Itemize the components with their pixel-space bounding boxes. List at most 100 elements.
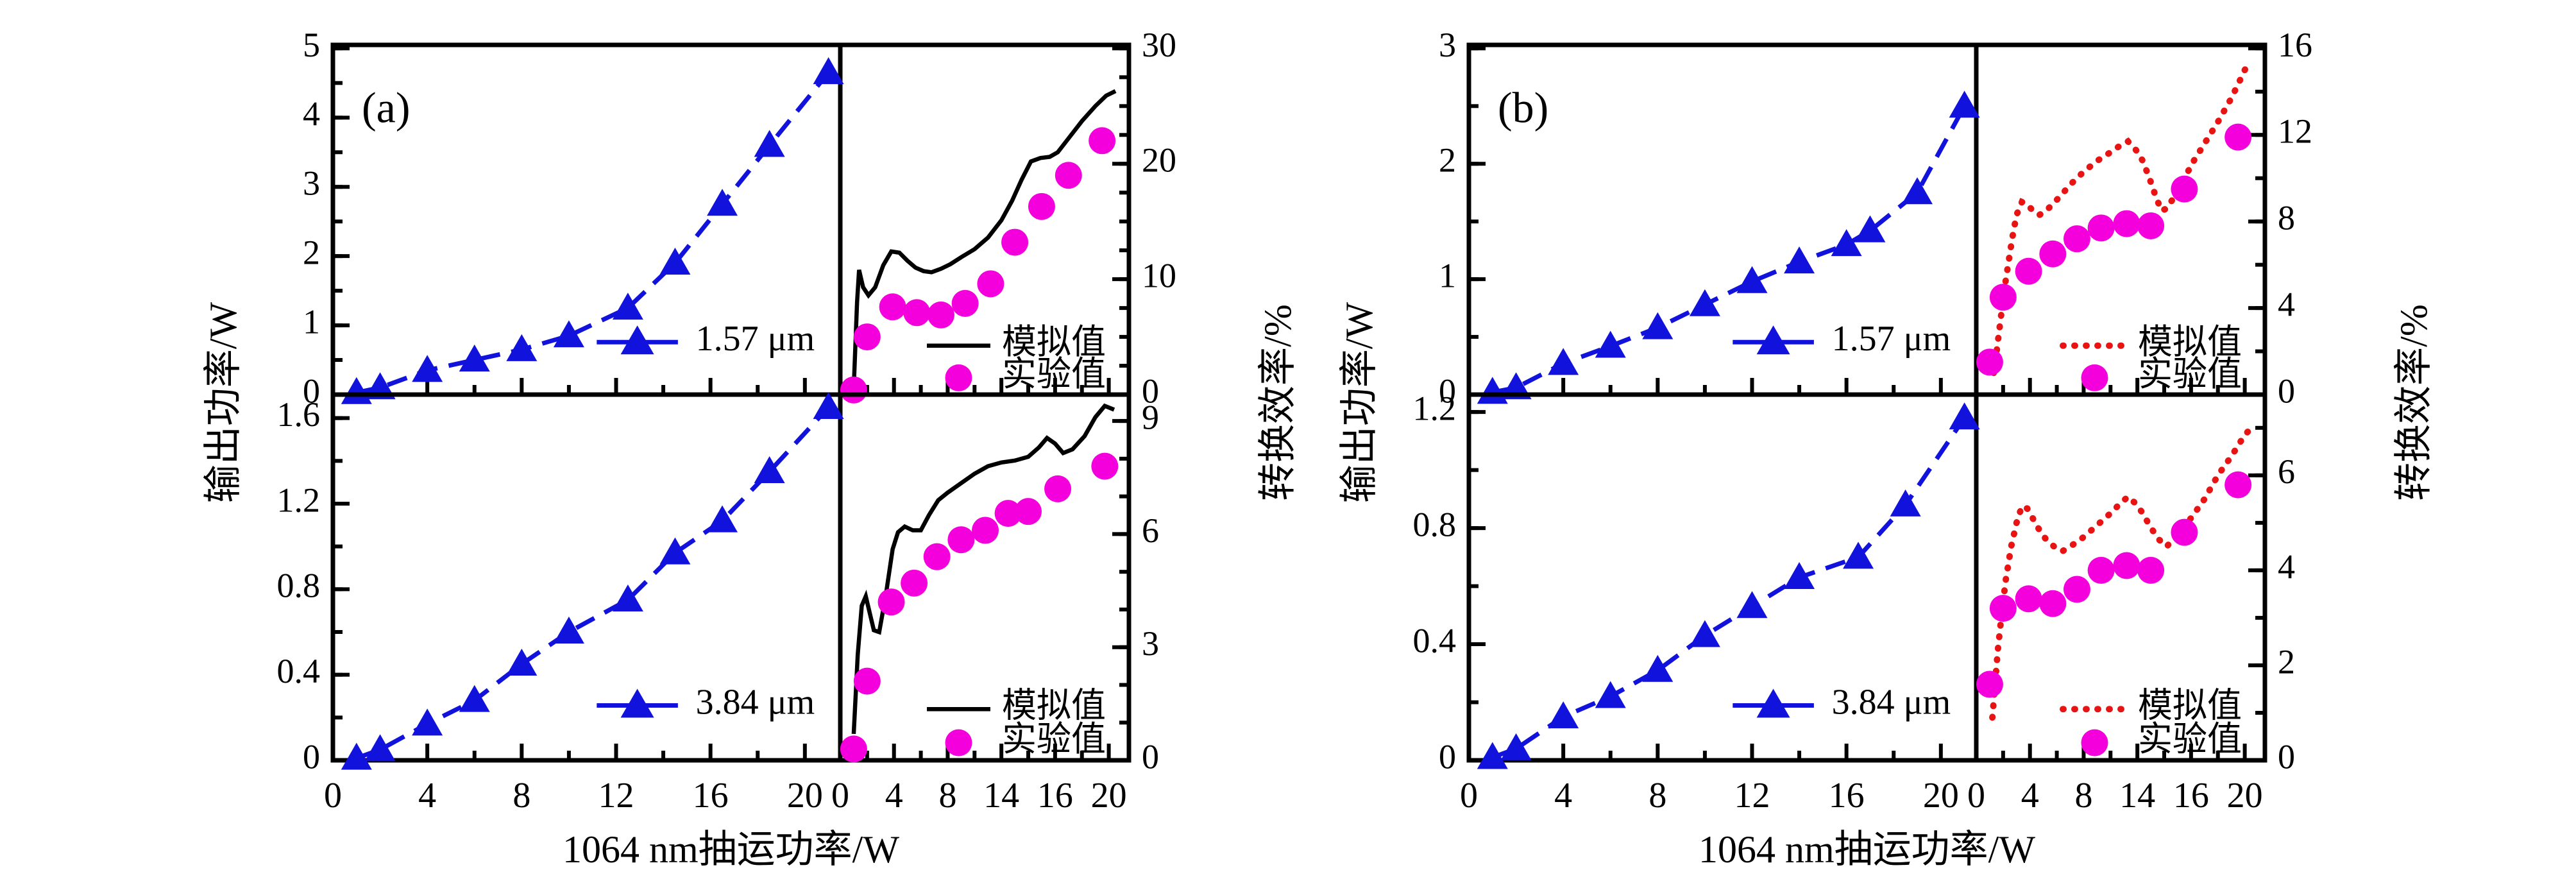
efficiency-exp-dot bbox=[1001, 228, 1029, 256]
efficiency-y-tick-label: 12 bbox=[2278, 112, 2312, 151]
efficiency-y-tick-label: 4 bbox=[2278, 547, 2295, 586]
y-left-axis-title: 输出功率/W bbox=[1338, 302, 1380, 503]
power-y-tick-label: 3 bbox=[303, 164, 320, 203]
power-marker-triangle-icon bbox=[612, 585, 643, 611]
power-y-tick-label: 5 bbox=[303, 26, 320, 64]
power-marker-triangle-icon bbox=[1902, 177, 1933, 205]
power-marker-triangle-icon bbox=[1689, 289, 1720, 316]
power-x-tick-label: 20 bbox=[787, 776, 823, 815]
efficiency-exp-dot bbox=[1989, 595, 2017, 622]
power-marker-triangle-icon bbox=[754, 130, 785, 157]
efficiency-exp-dot bbox=[1976, 670, 2003, 698]
efficiency-y-tick-label: 10 bbox=[1142, 257, 1176, 295]
power-x-tick-label: 20 bbox=[1923, 776, 1959, 815]
efficiency-y-tick-label: 30 bbox=[1142, 26, 1176, 64]
power-marker-triangle-icon bbox=[754, 456, 785, 483]
efficiency-exp-dot bbox=[947, 526, 975, 554]
efficiency-exp-dot bbox=[972, 516, 999, 544]
power-marker-triangle-icon bbox=[412, 355, 443, 382]
power-x-tick-label: 0 bbox=[324, 776, 342, 815]
efficiency-exp-dot bbox=[1976, 348, 2003, 376]
power-marker-triangle-icon bbox=[813, 392, 844, 419]
x-axis-title: 1064 nm抽运功率/W bbox=[563, 828, 899, 871]
efficiency-sim-line bbox=[851, 89, 1117, 389]
legend-exp-dot-icon bbox=[2081, 364, 2108, 391]
efficiency-exp-dot bbox=[840, 376, 867, 404]
efficiency-exp-dot bbox=[2087, 214, 2115, 242]
x-ticks bbox=[1514, 744, 2247, 760]
power-marker-triangle-icon bbox=[341, 742, 372, 770]
power-y-tick-label: 1 bbox=[1439, 257, 1456, 295]
power-legend-label: 3.84 μm bbox=[696, 682, 815, 722]
efficiency-exp-dot bbox=[1028, 192, 1055, 220]
power-y-tick-label: 0.4 bbox=[277, 652, 321, 690]
efficiency-x-tick-label: 20 bbox=[2227, 776, 2263, 815]
power-y-tick-label: 1.2 bbox=[1413, 389, 1457, 428]
efficiency-exp-dot bbox=[1989, 284, 2017, 311]
power-y-tick-label: 1 bbox=[303, 302, 320, 341]
efficiency-exp-dot bbox=[2171, 518, 2198, 546]
power-y-tick-label: 0.8 bbox=[277, 567, 321, 605]
power-marker-triangle-icon bbox=[1843, 542, 1874, 569]
efficiency-y-tick-label: 0 bbox=[1142, 371, 1159, 410]
efficiency-exp-dot bbox=[2113, 210, 2140, 237]
power-marker-triangle-icon bbox=[659, 247, 691, 275]
power-marker-triangle-icon bbox=[1595, 330, 1626, 358]
efficiency-x-tick-label: 4 bbox=[885, 776, 903, 815]
efficiency-exp-dot bbox=[2137, 556, 2165, 584]
x-axis-title: 1064 nm抽运功率/W bbox=[1699, 828, 2035, 871]
power-x-tick-label: 8 bbox=[1648, 776, 1666, 815]
efficiency-exp-dot bbox=[977, 270, 1004, 298]
power-marker-triangle-icon bbox=[707, 189, 738, 216]
efficiency-x-tick-label: 20 bbox=[1091, 776, 1127, 815]
efficiency-exp-dot bbox=[923, 543, 951, 570]
power-marker-triangle-icon bbox=[813, 57, 844, 85]
y-right-axis-title: 转换效率/% bbox=[1257, 304, 1299, 501]
efficiency-legend-exp-label: 实验值 bbox=[1002, 355, 1106, 393]
power-marker-triangle-icon bbox=[1689, 620, 1720, 647]
power-series-line bbox=[356, 71, 831, 395]
legend-triangle-icon bbox=[1756, 325, 1790, 355]
efficiency-legend-sim-label: 模拟值 bbox=[2138, 687, 2242, 725]
power-legend-label: 1.57 μm bbox=[696, 319, 815, 359]
power-marker-triangle-icon bbox=[1736, 266, 1768, 293]
power-legend: 1.57 μm bbox=[1733, 319, 1951, 359]
efficiency-exp-dot bbox=[1089, 127, 1116, 155]
power-x-tick-label: 12 bbox=[1734, 776, 1770, 815]
power-legend: 3.84 μm bbox=[597, 682, 815, 722]
power-marker-triangle-icon bbox=[1784, 562, 1815, 589]
power-legend-label: 1.57 μm bbox=[1832, 319, 1951, 359]
power-y-tick-label: 0 bbox=[1439, 371, 1456, 410]
power-y-tick-label: 0 bbox=[1439, 737, 1456, 776]
y-right-axis-title: 转换效率/% bbox=[2393, 304, 2435, 501]
power-y-tick-label: 1.6 bbox=[277, 395, 321, 434]
efficiency-exp-dot bbox=[879, 293, 906, 321]
efficiency-x-tick-label: 0 bbox=[1967, 776, 1985, 815]
efficiency-exp-dot bbox=[2039, 590, 2067, 617]
power-x-tick-label: 16 bbox=[693, 776, 729, 815]
power-legend: 1.57 μm bbox=[597, 319, 815, 359]
efficiency-y-tick-label: 16 bbox=[2278, 26, 2312, 64]
power-x-tick-label: 4 bbox=[1554, 776, 1572, 815]
efficiency-y-tick-label: 0 bbox=[2278, 737, 2295, 776]
panel-label: (a) bbox=[362, 83, 410, 132]
efficiency-plot-frame bbox=[838, 392, 1131, 763]
power-marker-triangle-icon bbox=[364, 734, 396, 762]
efficiency-exp-dot bbox=[2015, 257, 2042, 285]
power-marker-triangle-icon bbox=[506, 334, 538, 361]
power-marker-triangle-icon bbox=[1595, 681, 1626, 708]
power-y-tick-label: 4 bbox=[303, 95, 320, 133]
power-marker-triangle-icon bbox=[659, 537, 691, 565]
y-left-axis-title: 输出功率/W bbox=[202, 302, 244, 503]
efficiency-exp-dot bbox=[1044, 475, 1072, 502]
efficiency-exp-dot bbox=[951, 289, 979, 317]
legend-exp-dot-icon bbox=[945, 729, 972, 756]
